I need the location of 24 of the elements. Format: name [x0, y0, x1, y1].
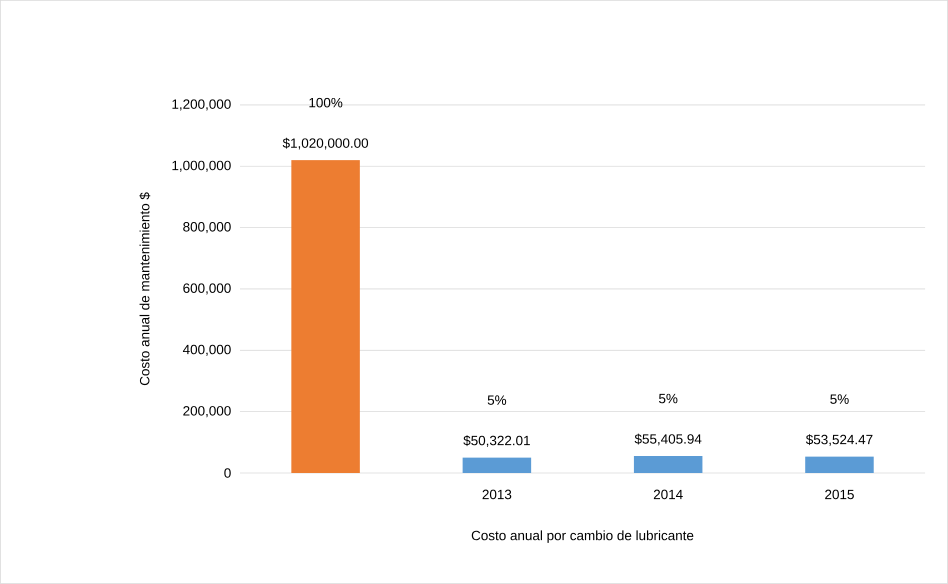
x-tick-label: 2013 [482, 490, 512, 500]
bar [291, 160, 360, 474]
data-label: $1,020,000.00 [282, 138, 368, 150]
y-tick-label: 1,000,000 [172, 160, 231, 172]
x-tick-label: 2015 [825, 490, 854, 500]
data-label: $55,405.94 [634, 434, 702, 446]
bar [805, 456, 874, 474]
y-tick-label: 0 [224, 468, 231, 478]
annotation: 100% [309, 98, 342, 108]
data-label: $53,524.47 [806, 434, 872, 446]
annotation: 5% [830, 394, 849, 404]
bar [462, 458, 532, 474]
x-tick-label: 2014 [654, 490, 683, 500]
y-tick-label: 200,000 [183, 406, 231, 418]
y-tick-label: 600,000 [183, 283, 231, 295]
y-tick-label: 800,000 [183, 222, 231, 234]
bar [634, 456, 702, 474]
annotation: 5% [488, 395, 506, 405]
y-tick-label: 400,000 [182, 344, 231, 356]
x-axis-title: Costo anual por cambio de lubricante [472, 530, 694, 543]
y-axis-title: Costo anual de mantenimiento $ [139, 192, 150, 386]
y-tick-label: 1,200,000 [172, 99, 231, 111]
annotation: 5% [658, 394, 678, 404]
data-label: $50,322.01 [463, 435, 530, 447]
